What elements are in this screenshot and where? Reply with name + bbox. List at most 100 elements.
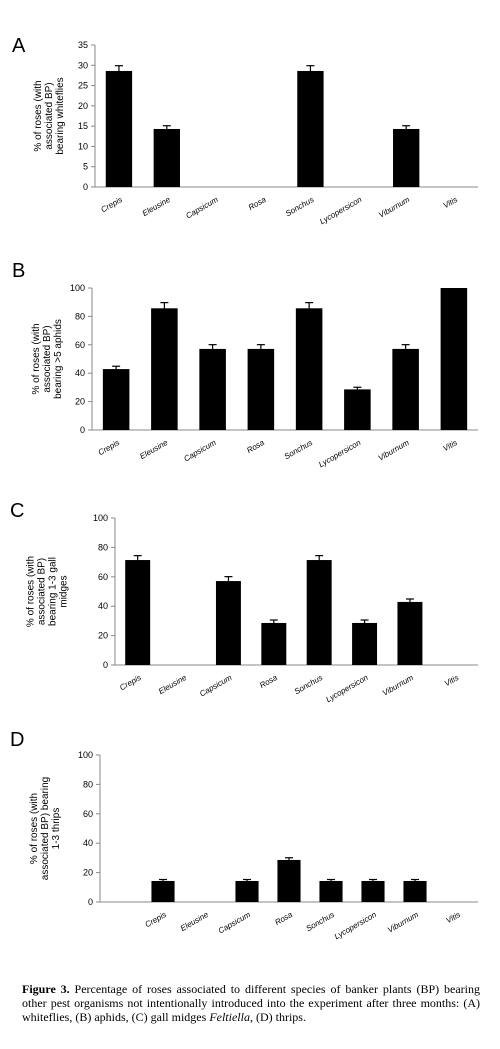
y-tick-label: 20	[78, 101, 88, 111]
y-tick-label: 60	[83, 809, 93, 819]
y-tick-label: 40	[83, 838, 93, 848]
bar	[199, 348, 226, 430]
bar	[319, 880, 343, 902]
y-tick-label: 100	[78, 750, 93, 760]
error-bar	[327, 878, 335, 883]
x-tick-label: Rosa	[245, 438, 266, 455]
x-tick-label: Sonchus	[283, 438, 314, 461]
caption-text: Percentage of roses associated to differ…	[22, 982, 480, 1024]
bar	[153, 128, 180, 187]
x-tick-label: Vitis	[445, 910, 462, 925]
x-tick-label: Sonchus	[305, 910, 336, 933]
x-tick-label: Eleusine	[179, 910, 211, 933]
bar	[361, 880, 385, 902]
x-tick-label: Viburnum	[377, 438, 411, 463]
error-bar	[305, 302, 314, 314]
error-bar	[224, 576, 233, 586]
bar	[125, 560, 151, 665]
panel-label: C	[10, 500, 24, 522]
caption-label: Figure 3.	[22, 982, 70, 996]
error-bar	[353, 386, 362, 392]
x-tick-label: Rosa	[273, 910, 294, 927]
x-tick-label: Lycopersicon	[318, 195, 364, 227]
x-tick-label: Sonchus	[293, 673, 324, 696]
y-tick-label: 15	[78, 121, 88, 131]
error-bar	[208, 344, 217, 354]
error-bar	[159, 878, 167, 883]
error-bar	[243, 878, 251, 883]
caption-end: , (D) thrips.	[249, 1010, 306, 1024]
y-axis-label: bearing 1-3 gall	[48, 557, 59, 626]
x-tick-label: Viburnum	[377, 195, 411, 220]
y-axis-label: % of roses (with	[29, 793, 40, 864]
y-tick-label: 100	[93, 513, 108, 523]
error-bar	[369, 878, 377, 883]
x-tick-label: Eleusine	[157, 673, 189, 696]
y-tick-label: 35	[78, 40, 88, 50]
error-bar	[133, 555, 142, 565]
x-tick-label: Vitis	[443, 673, 460, 688]
y-axis-label: associated BP) bearing	[40, 777, 51, 880]
x-tick-label: Vitis	[441, 438, 458, 453]
error-bar	[269, 619, 278, 626]
bar	[151, 880, 175, 902]
y-axis-label: % of roses (with	[31, 323, 42, 394]
error-bar	[360, 619, 369, 626]
y-axis-label: associated BP)	[37, 558, 48, 625]
y-axis-label: associated BP)	[42, 325, 53, 392]
y-axis-label: % of roses (with	[26, 556, 37, 627]
error-bar	[306, 65, 315, 77]
error-bar	[405, 598, 414, 605]
x-tick-label: Lycopersicon	[324, 673, 370, 705]
y-tick-label: 80	[83, 779, 93, 789]
bar	[392, 348, 419, 430]
error-bar	[114, 65, 123, 77]
y-tick-label: 0	[88, 897, 93, 907]
y-tick-label: 0	[103, 660, 108, 670]
x-tick-label: Capsicum	[182, 438, 218, 464]
x-tick-label: Rosa	[258, 673, 279, 690]
x-tick-label: Crepis	[99, 195, 124, 214]
x-tick-label: Lycopersicon	[317, 438, 363, 470]
bar	[151, 308, 178, 430]
bar	[295, 308, 323, 430]
caption-italic: Feltiella	[209, 1010, 250, 1024]
y-tick-label: 100	[70, 283, 85, 293]
y-tick-label: 80	[75, 311, 85, 321]
error-bar	[315, 555, 324, 565]
caption: Figure 3. Percentage of roses associated…	[22, 982, 480, 1024]
y-tick-label: 20	[75, 397, 85, 407]
bar	[306, 560, 332, 665]
y-tick-label: 25	[78, 81, 88, 91]
bar	[352, 622, 378, 665]
x-tick-label: Lycopersicon	[333, 910, 379, 942]
y-tick-label: 60	[98, 572, 108, 582]
y-tick-label: 40	[75, 368, 85, 378]
y-axis-label: bearing whiteflies	[55, 77, 66, 154]
x-tick-label: Vitis	[442, 195, 459, 210]
x-tick-label: Eleusine	[138, 438, 170, 461]
y-axis-label: % of roses (with	[33, 80, 44, 151]
y-axis-label: 1-3 thrips	[51, 808, 62, 850]
y-tick-label: 60	[75, 340, 85, 350]
panel-label: A	[12, 35, 26, 57]
bar	[397, 601, 423, 665]
bar	[440, 288, 468, 430]
x-tick-label: Sonchus	[284, 195, 315, 218]
error-bar	[402, 125, 411, 133]
x-tick-label: Crepis	[97, 438, 122, 457]
bar	[105, 70, 133, 187]
error-bar	[256, 344, 265, 354]
x-tick-label: Capsicum	[198, 673, 234, 699]
error-bar	[401, 344, 410, 354]
x-tick-label: Viburnum	[386, 910, 420, 935]
y-tick-label: 20	[98, 631, 108, 641]
error-bar	[162, 125, 171, 133]
x-tick-label: Crepis	[118, 673, 143, 692]
x-tick-label: Capsicum	[184, 195, 220, 221]
error-bar	[411, 878, 419, 883]
x-tick-label: Viburnum	[381, 673, 415, 698]
panel-label: B	[12, 260, 25, 282]
error-bar	[160, 302, 169, 314]
